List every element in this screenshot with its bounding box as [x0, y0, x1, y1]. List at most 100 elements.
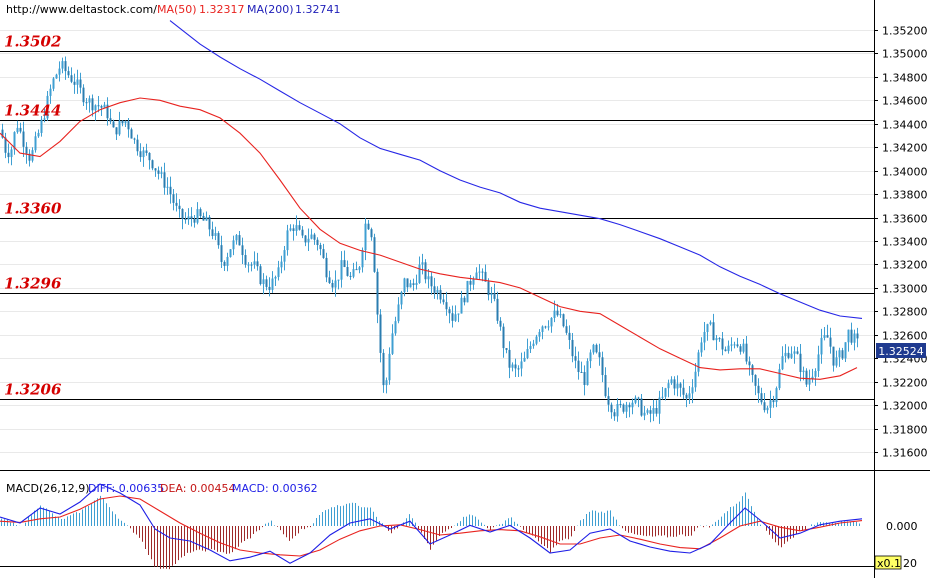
candle: [103, 101, 106, 108]
candle: [58, 61, 61, 82]
ma50-line: [0, 97, 858, 380]
candle: [121, 120, 124, 127]
candle: [151, 159, 154, 171]
candle: [283, 245, 286, 271]
candle: [730, 337, 733, 352]
candle: [400, 290, 403, 310]
candle: [676, 375, 679, 397]
candle: [520, 352, 523, 377]
candle: [37, 129, 40, 138]
candle: [208, 215, 211, 237]
candle: [157, 166, 160, 180]
candle: [823, 327, 826, 341]
candle: [751, 364, 754, 383]
y-tick-label: 1.35000: [882, 48, 928, 61]
candle: [697, 349, 700, 377]
candle: [784, 344, 787, 363]
candle: [46, 90, 49, 121]
candle: [556, 303, 559, 317]
y-tick-label: 1.34800: [882, 72, 928, 85]
candle: [88, 95, 91, 113]
y-tick-label: 1.33200: [882, 259, 928, 272]
candle: [715, 335, 718, 351]
candle: [250, 262, 253, 272]
candle: [850, 322, 853, 345]
candle: [184, 212, 187, 224]
candle: [607, 387, 610, 412]
candle: [268, 277, 271, 297]
candle: [106, 97, 109, 126]
candle: [199, 207, 202, 219]
macd-zero-tick: 0.000: [886, 520, 918, 533]
candle: [478, 264, 481, 280]
candle: [484, 264, 487, 282]
candle: [658, 390, 661, 424]
candle: [445, 291, 448, 316]
candle: [181, 208, 184, 230]
y-tick-label: 1.34600: [882, 95, 928, 108]
candle: [28, 149, 31, 167]
candle: [790, 346, 793, 360]
candle: [562, 313, 565, 328]
candle: [559, 308, 562, 318]
candle: [634, 395, 637, 405]
candle: [274, 275, 277, 287]
candle: [526, 338, 529, 360]
candle: [406, 278, 409, 293]
candle: [145, 143, 148, 156]
candle: [223, 260, 226, 272]
candle: [451, 305, 454, 328]
level-label: 1.3360: [4, 200, 62, 218]
candle: [124, 120, 127, 128]
candle: [679, 382, 682, 397]
candle: [832, 346, 835, 372]
candle: [43, 108, 46, 123]
candle: [322, 243, 325, 259]
macd-dea-label: DEA: 0.00454: [160, 482, 235, 495]
candle: [73, 73, 76, 94]
candle: [154, 168, 157, 177]
candle: [403, 277, 406, 297]
candle: [508, 341, 511, 379]
candle: [568, 325, 571, 350]
candle: [589, 349, 592, 369]
candle: [337, 279, 340, 290]
candle: [139, 143, 142, 162]
y-tick-label: 1.31800: [882, 424, 928, 437]
candle: [295, 215, 298, 236]
candle: [82, 84, 85, 106]
candle: [595, 343, 598, 354]
candle: [493, 283, 496, 302]
candle: [490, 286, 493, 304]
candle: [4, 132, 7, 159]
candle: [466, 280, 469, 303]
candle: [652, 399, 655, 422]
candle: [307, 228, 310, 251]
macd-scale-box[interactable]: x0.1: [874, 555, 902, 570]
price-tag: 1.32524: [876, 343, 926, 358]
y-tick-label: 1.33600: [882, 213, 928, 226]
candle: [688, 385, 691, 404]
candle: [694, 363, 697, 392]
candle: [814, 368, 817, 386]
macd-diff-label: DIFF: 0.00635: [88, 482, 164, 495]
level-label: 1.3502: [4, 33, 61, 51]
candle: [202, 212, 205, 221]
candle: [310, 228, 313, 240]
candle: [655, 400, 658, 417]
ma200-line: [169, 20, 863, 319]
candle: [10, 146, 13, 166]
candle: [235, 233, 238, 245]
candle: [610, 402, 613, 419]
candle: [409, 279, 412, 288]
candle: [661, 386, 664, 400]
candle: [529, 341, 532, 354]
candle: [109, 109, 112, 124]
candle: [616, 398, 619, 422]
candle: [808, 369, 811, 391]
candle: [505, 348, 508, 354]
candle: [262, 273, 265, 295]
candle: [271, 271, 274, 293]
